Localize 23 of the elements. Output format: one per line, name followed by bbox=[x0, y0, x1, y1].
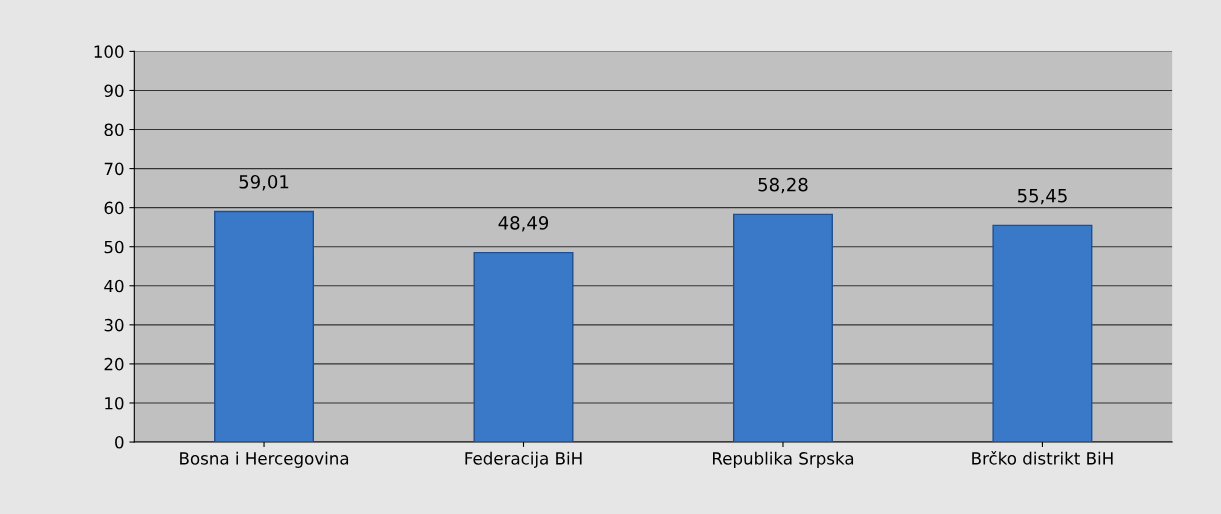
y-tick-label: 100 bbox=[94, 45, 124, 58]
y-tick-label: 30 bbox=[104, 318, 124, 332]
y-tick-label: 20 bbox=[104, 357, 124, 371]
y-tick-label: 80 bbox=[104, 123, 124, 137]
data-label: 48,49 bbox=[498, 216, 549, 232]
bar bbox=[214, 210, 315, 443]
bar bbox=[732, 213, 833, 443]
bar bbox=[473, 251, 574, 443]
y-tick-label: 0 bbox=[115, 436, 124, 449]
y-tick-label: 40 bbox=[104, 279, 124, 293]
y-tick-label: 90 bbox=[104, 84, 124, 98]
x-tick-label: Bosna i Hercegovina bbox=[180, 451, 349, 468]
y-tick-label: 50 bbox=[104, 240, 124, 254]
data-label: 58,28 bbox=[758, 177, 808, 194]
x-tick-label: Brčko distrikt BiH bbox=[972, 451, 1113, 465]
x-tick-label: Republika Srpska bbox=[713, 451, 854, 468]
y-tick-label: 60 bbox=[104, 201, 124, 215]
bar bbox=[992, 224, 1093, 443]
data-label: 59,01 bbox=[239, 174, 289, 191]
data-label: 55,45 bbox=[1017, 189, 1067, 205]
x-tick-label: Federacija BiH bbox=[465, 451, 582, 468]
y-tick-label: 70 bbox=[104, 162, 124, 176]
y-tick-label: 10 bbox=[105, 396, 124, 410]
